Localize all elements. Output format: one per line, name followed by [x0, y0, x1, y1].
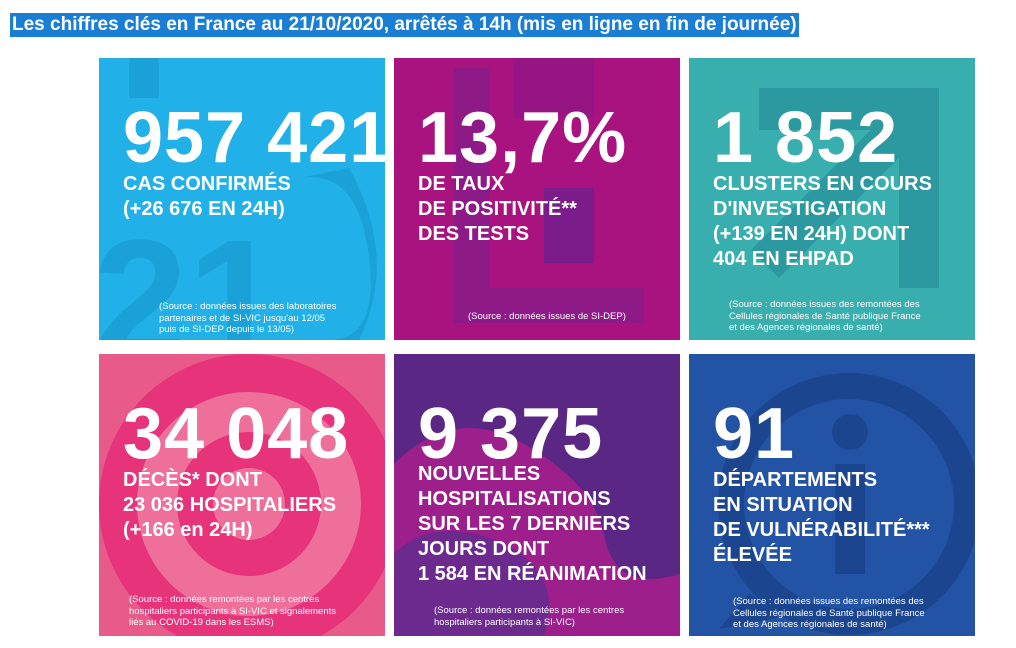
- label-line: (+166 en 24H): [123, 519, 253, 541]
- source-line: (Source : données issues des laboratoire…: [159, 301, 337, 312]
- tile-deaths: 34 048 DÉCÈS* DONT 23 036 HOSPITALIERS (…: [99, 354, 385, 636]
- tile-source: (Source : données remontées par les cent…: [129, 594, 336, 629]
- page-headline: Les chiffres clés en France au 21/10/202…: [10, 13, 799, 37]
- label-line: DÉCÈS* DONT: [123, 469, 262, 491]
- label-line: D'INVESTIGATION: [713, 198, 887, 220]
- label-line: ÉLEVÉE: [713, 544, 792, 566]
- tile-label: DÉPARTEMENTS EN SITUATION DE VULNÉRABILI…: [713, 468, 930, 568]
- label-line: DES TESTS: [418, 223, 530, 245]
- wave-icon: [394, 354, 680, 636]
- source-line: (Source : données issues des remontées d…: [729, 299, 920, 310]
- tile-source: (Source : données remontées par les cent…: [434, 605, 624, 628]
- tile-number: 957 421: [123, 98, 385, 178]
- svg-text:21: 21: [99, 205, 282, 340]
- tile-confirmed-cases: 21 957 421 CAS CONFIRMÉS (+26 676 EN 24H…: [99, 58, 385, 340]
- tile-hospitalisations: 9 375 NOUVELLES HOSPITALISATIONS SUR LES…: [394, 354, 680, 636]
- tile-label: DE TAUX DE POSITIVITÉ** DES TESTS: [418, 172, 577, 247]
- tile-number: 13,7%: [418, 98, 628, 178]
- source-line: partenaires et de SI-VIC jusqu'au 12/05: [159, 312, 326, 324]
- tile-number: 91: [713, 394, 796, 474]
- label-line: (+139 EN 24H) DONT: [713, 223, 910, 245]
- tile-label: DÉCÈS* DONT 23 036 HOSPITALIERS (+166 en…: [123, 468, 336, 543]
- tile-clusters: 1 852 CLUSTERS EN COURS D'INVESTIGATION …: [689, 58, 975, 340]
- label-line: 1 584 EN RÉANIMATION: [418, 563, 647, 585]
- tile-number: 34 048: [123, 394, 350, 474]
- label-line: DÉPARTEMENTS: [713, 469, 878, 491]
- source-line: Cellules régionales de Santé publique Fr…: [733, 607, 925, 619]
- label-line: JOURS DONT: [418, 538, 550, 560]
- up-arrow-icon: [394, 58, 680, 340]
- source-line: hospitaliers participants à SI-VIC et si…: [129, 605, 336, 617]
- source-line: (Source : données issues des remontées d…: [733, 596, 924, 607]
- source-line: Cellules régionales de Santé publique Fr…: [729, 310, 921, 322]
- tile-source: (Source : données issues des remontées d…: [729, 299, 921, 334]
- label-line: DE TAUX: [418, 173, 505, 195]
- label-line: HOSPITALISATIONS: [418, 488, 611, 510]
- source-line: liés au COVID-19 dans les ESMS): [129, 617, 274, 628]
- tile-departments: 91 DÉPARTEMENTS EN SITUATION DE VULNÉRAB…: [689, 354, 975, 636]
- source-line: (Source : données remontées par les cent…: [129, 594, 320, 605]
- label-line: DE POSITIVITÉ**: [418, 198, 577, 220]
- tile-source: (Source : données issues de SI-DEP): [468, 311, 626, 323]
- source-line: hospitaliers participants à SI-VIC): [434, 616, 575, 628]
- label-line: EN SITUATION: [713, 494, 853, 516]
- tile-number: 9 375: [418, 394, 604, 474]
- label-line: CLUSTERS EN COURS: [713, 173, 932, 195]
- source-line: (Source : données remontées par les cent…: [434, 605, 625, 616]
- tile-source: (Source : données issues des laboratoire…: [159, 301, 336, 336]
- label-line: DE VULNÉRABILITÉ***: [713, 519, 930, 541]
- tile-source: (Source : données issues des remontées d…: [733, 596, 925, 631]
- source-line: (Source : données issues de SI-DEP): [468, 311, 626, 322]
- label-line: CAS CONFIRMÉS: [123, 173, 291, 195]
- source-line: et des Agences régionales de santé): [733, 619, 887, 630]
- target-icon: [99, 354, 385, 636]
- label-line: SUR LES 7 DERNIERS: [418, 513, 631, 535]
- tile-number: 1 852: [713, 98, 899, 178]
- big-numbers-icon: 21: [99, 58, 385, 340]
- tile-label: CAS CONFIRMÉS (+26 676 EN 24H): [123, 172, 291, 222]
- source-line: puis de SI-DEP depuis le 13/05): [159, 324, 295, 335]
- label-line: 404 EN EHPAD: [713, 248, 854, 270]
- label-line: (+26 676 EN 24H): [123, 198, 285, 220]
- tile-label: NOUVELLES HOSPITALISATIONS SUR LES 7 DER…: [418, 462, 647, 587]
- info-bubble-icon: [689, 354, 975, 636]
- label-line: NOUVELLES: [418, 463, 541, 485]
- tile-label: CLUSTERS EN COURS D'INVESTIGATION (+139 …: [713, 172, 932, 272]
- source-line: et des Agences régionales de santé): [729, 322, 883, 333]
- arrow-icon: [689, 58, 975, 340]
- tile-positivity-rate: 13,7% DE TAUX DE POSITIVITÉ** DES TESTS …: [394, 58, 680, 340]
- label-line: 23 036 HOSPITALIERS: [123, 494, 337, 516]
